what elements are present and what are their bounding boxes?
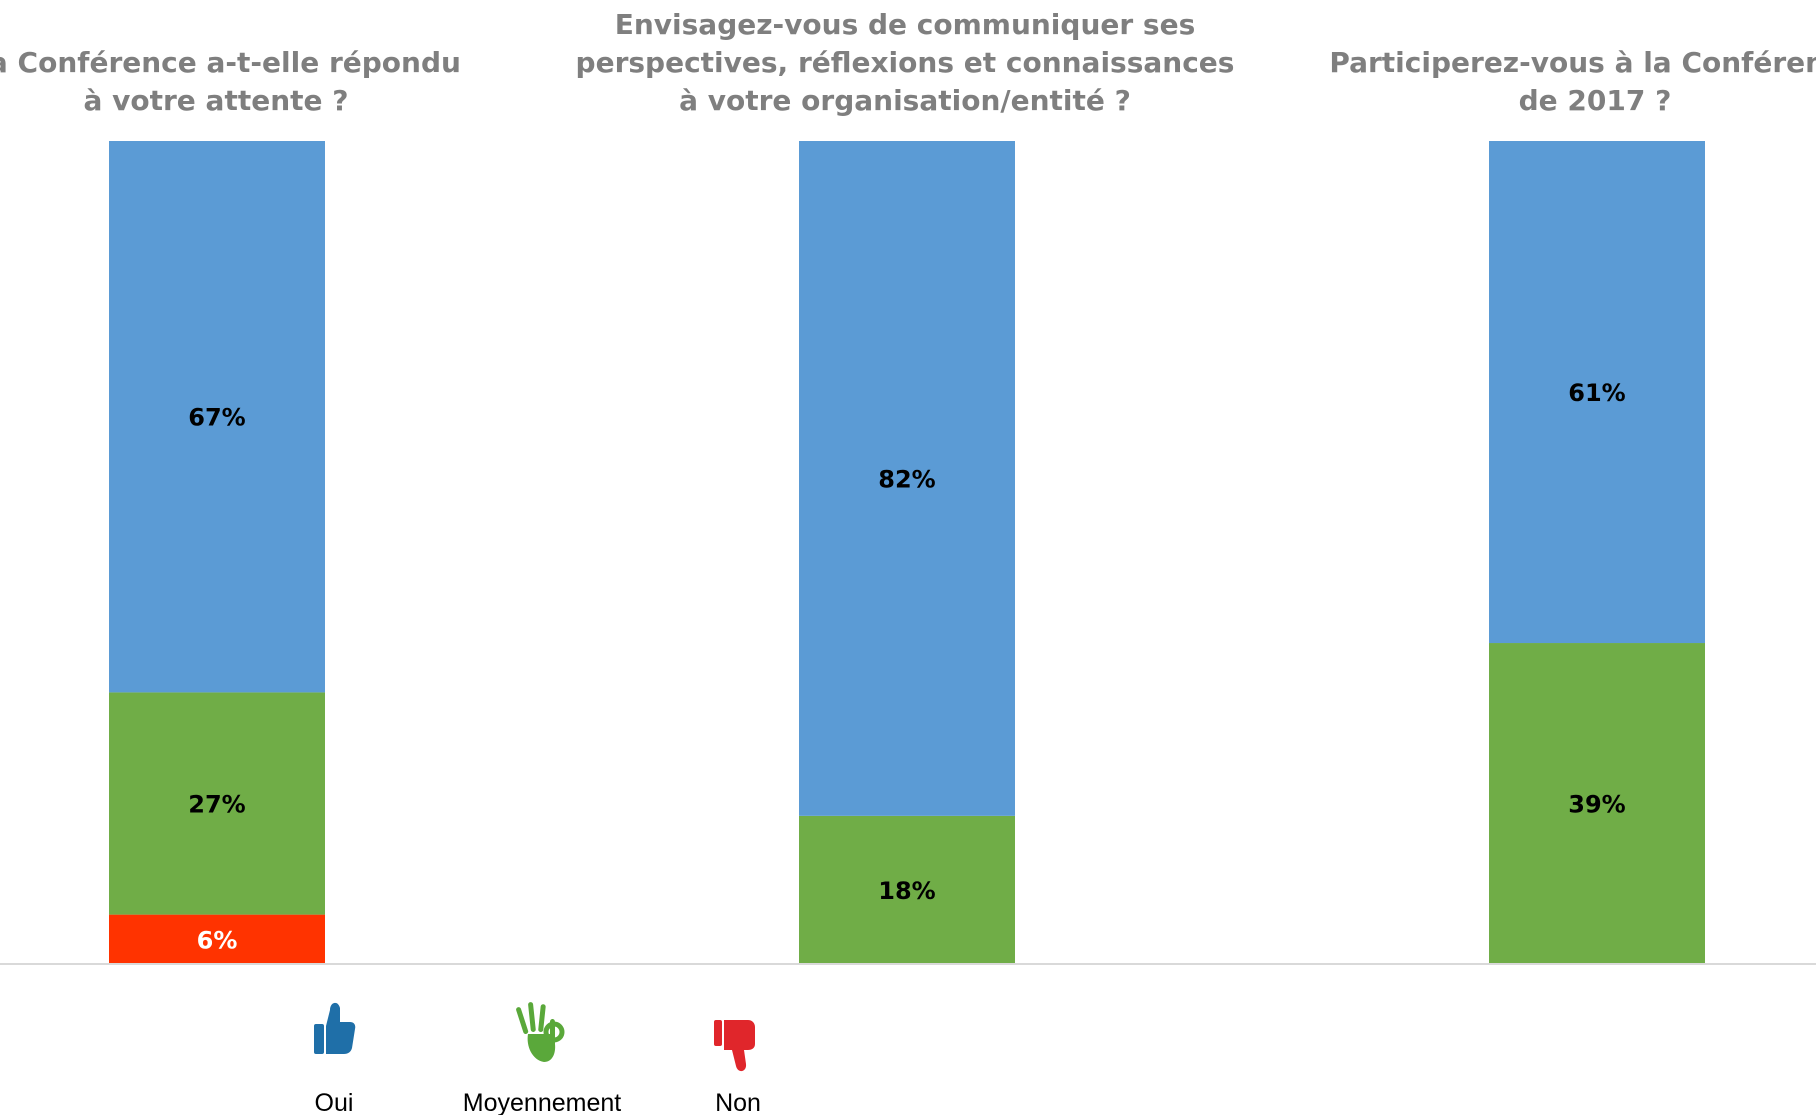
chart-title-2: Envisagez-vous de communiquer ses perspec… <box>576 8 1235 117</box>
thumbs-up-cuff <box>314 1024 324 1054</box>
chart-title-1: La Conférence a-t-elle répondu à votre at… <box>0 46 461 117</box>
legend-item-moyennement: Moyennement <box>463 1002 621 1115</box>
legend-label-non: Non <box>715 1089 761 1115</box>
chart-title-line: à votre organisation/entité ? <box>679 84 1131 117</box>
thumbs-up-thumb <box>326 1003 355 1054</box>
legend-label-moyennement: Moyennement <box>463 1089 621 1115</box>
data-label-moyennement: 18% <box>878 877 935 905</box>
legend-item-non: Non <box>714 1020 761 1115</box>
chart-panel-2: Envisagez-vous de communiquer ses perspec… <box>576 8 1235 964</box>
data-label-non: 6% <box>197 926 238 954</box>
data-label-oui: 67% <box>188 404 245 432</box>
legend: Oui Moyennement Non <box>314 1002 761 1115</box>
thumbs-down-icon <box>714 1020 755 1071</box>
chart-panel-1: La Conférence a-t-elle répondu à votre at… <box>0 46 461 964</box>
chart-title-line: de 2017 ? <box>1519 84 1672 117</box>
chart-title-line: Envisagez-vous de communiquer ses <box>615 8 1196 41</box>
ok-hand-icon <box>515 1002 562 1062</box>
thumbs-up-icon <box>314 1003 355 1054</box>
data-label-oui: 61% <box>1568 379 1625 407</box>
thumbs-down-cuff <box>714 1020 722 1046</box>
data-label-moyennement: 39% <box>1568 791 1625 819</box>
chart-title-line: Participerez-vous à la Conférence <box>1329 46 1816 79</box>
legend-item-oui: Oui <box>314 1003 355 1115</box>
chart-panels: La Conférence a-t-elle répondu à votre at… <box>0 8 1816 964</box>
legend-label-oui: Oui <box>315 1089 354 1115</box>
chart-title-line: La Conférence a-t-elle répondu <box>0 46 461 79</box>
chart-title-line: à votre attente ? <box>83 84 348 117</box>
chart-title-line: perspectives, réflexions et connaissance… <box>576 46 1235 79</box>
chart-title-3: Participerez-vous à la Conférence de 2017… <box>1329 46 1816 117</box>
ok-hand-finger-2 <box>528 1002 536 1032</box>
chart-panel-3: Participerez-vous à la Conférence de 2017… <box>1329 46 1816 964</box>
thumbs-down-hand <box>724 1020 755 1071</box>
ok-hand-finger-1 <box>515 1006 528 1034</box>
data-label-oui: 82% <box>878 465 935 493</box>
data-label-moyennement: 27% <box>188 791 245 819</box>
